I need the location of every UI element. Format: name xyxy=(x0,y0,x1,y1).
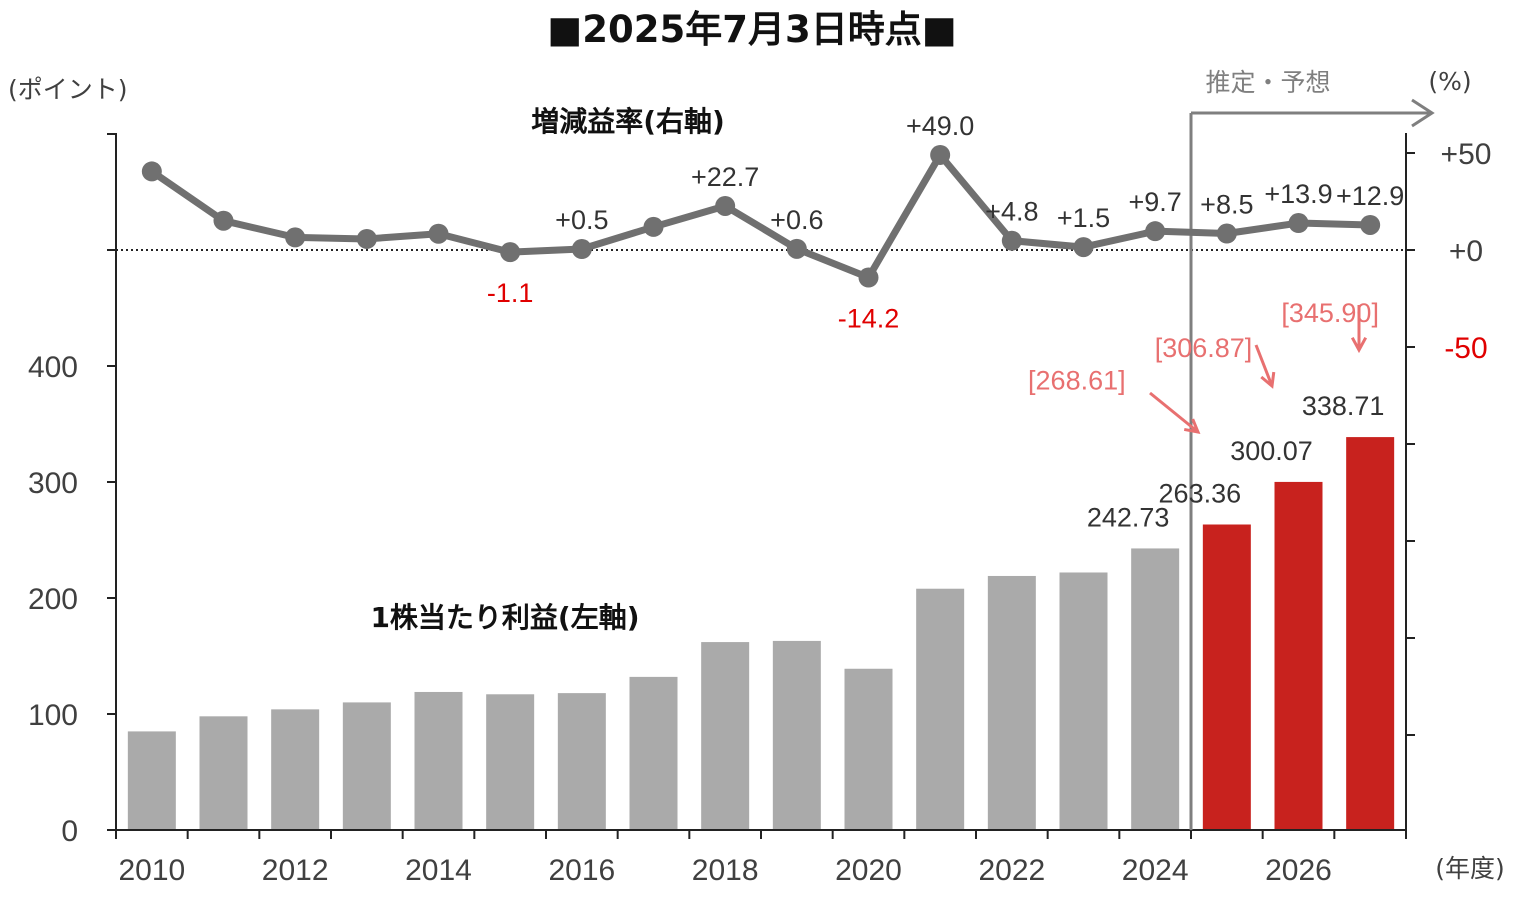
eps-bar xyxy=(557,693,606,830)
eps-bar xyxy=(629,676,678,830)
eps-bar xyxy=(414,691,463,830)
x-tick-label: 2010 xyxy=(118,854,185,887)
previous-estimate-arrowhead xyxy=(1350,336,1368,354)
x-tick-label: 2026 xyxy=(1265,854,1332,887)
growth-point xyxy=(1288,213,1309,234)
right-axis-unit: (%) xyxy=(1428,67,1471,96)
growth-value-label: +1.5 xyxy=(1057,203,1110,233)
eps-value-label: 338.71 xyxy=(1302,391,1385,421)
line-series-annotation: 増減益率(右軸) xyxy=(531,105,725,138)
left-tick-label: 0 xyxy=(61,815,78,848)
eps-bar xyxy=(987,575,1036,830)
growth-point xyxy=(1145,221,1166,242)
left-tick-label: 300 xyxy=(28,467,78,500)
eps-bar xyxy=(486,694,535,830)
growth-point xyxy=(356,228,377,249)
previous-estimate-arrowhead xyxy=(1183,418,1201,434)
eps-bars xyxy=(127,437,1395,830)
growth-point xyxy=(930,144,951,165)
x-tick-label: 2012 xyxy=(262,854,329,887)
forecast-bar xyxy=(1346,437,1395,830)
x-tick-label: 2018 xyxy=(692,854,759,887)
growth-value-label: +4.8 xyxy=(985,197,1038,227)
right-tick-label: +50 xyxy=(1441,138,1492,171)
x-tick-label: 2016 xyxy=(548,854,615,887)
forecast-bar xyxy=(1274,481,1323,830)
eps-value-label: 300.07 xyxy=(1230,436,1313,466)
growth-point xyxy=(1001,230,1022,251)
previous-estimate-label: [306.87] xyxy=(1155,333,1253,363)
growth-value-label: -14.2 xyxy=(838,304,900,334)
eps-bar xyxy=(127,731,176,830)
growth-value-label: +22.7 xyxy=(691,162,759,192)
right-tick-label: -50 xyxy=(1444,332,1487,365)
left-tick-label: 100 xyxy=(28,699,78,732)
right-tick-label: +0 xyxy=(1449,235,1483,268)
growth-line-path xyxy=(149,151,1371,282)
x-tick-label: 2022 xyxy=(978,854,1045,887)
growth-point xyxy=(213,210,234,231)
eps-bar xyxy=(1059,572,1108,830)
growth-point xyxy=(715,195,736,216)
growth-value-label: +0.5 xyxy=(555,205,608,235)
growth-point xyxy=(1073,237,1094,258)
growth-point xyxy=(500,242,521,263)
bar-series-annotation: 1株当たり利益(左軸) xyxy=(370,601,639,634)
previous-estimate-label: [345.90] xyxy=(1281,298,1379,328)
eps-bar xyxy=(1131,548,1180,830)
growth-point xyxy=(858,267,879,288)
forecast-arrow-head xyxy=(1411,98,1435,128)
eps-value-label: 242.73 xyxy=(1087,502,1170,532)
forecast-label: 推定・予想 xyxy=(1205,68,1330,97)
eps-value-label: 263.36 xyxy=(1159,479,1242,509)
previous-estimate-arrow xyxy=(1149,391,1199,434)
value-labels: -1.1 +0.5 +22.7 +0.6 -14.2 +49.0 +4.8 +1.5 +9.7 +… xyxy=(487,111,1404,532)
growth-point xyxy=(786,238,807,259)
growth-value-label: +12.9 xyxy=(1336,181,1404,211)
previous-estimate-arrow xyxy=(1254,344,1274,387)
growth-value-label: +49.0 xyxy=(906,111,974,141)
previous-estimate-arrowhead xyxy=(1260,371,1276,389)
eps-bar xyxy=(199,716,248,830)
x-tick-label: 2024 xyxy=(1122,854,1189,887)
growth-point xyxy=(1216,223,1237,244)
left-tick-label: 200 xyxy=(28,583,78,616)
left-tick-label: 400 xyxy=(28,351,78,384)
eps-bar xyxy=(342,702,391,830)
eps-bar xyxy=(844,668,893,830)
growth-point xyxy=(141,161,162,182)
growth-value-label: +0.6 xyxy=(770,205,823,235)
growth-value-label: -1.1 xyxy=(487,278,534,308)
previous-estimate-label: [268.61] xyxy=(1028,366,1126,396)
forecast-bar xyxy=(1202,524,1251,830)
growth-point xyxy=(285,227,306,248)
eps-bar xyxy=(772,640,821,830)
growth-point xyxy=(1360,214,1381,235)
eps-bar xyxy=(701,642,750,830)
growth-point xyxy=(643,216,664,237)
eps-bar xyxy=(916,588,965,830)
growth-value-label: +9.7 xyxy=(1129,187,1182,217)
x-tick-label: 2014 xyxy=(405,854,472,887)
growth-value-label: +13.9 xyxy=(1264,179,1332,209)
left-axis-unit: (ポイント) xyxy=(8,75,128,104)
x-tick-label: 2020 xyxy=(835,854,902,887)
growth-point xyxy=(571,239,592,260)
x-axis-unit: (年度) xyxy=(1435,854,1505,883)
growth-value-label: +8.5 xyxy=(1200,190,1253,220)
eps-bar xyxy=(271,709,320,830)
growth-point xyxy=(428,223,449,244)
chart-title: ■2025年7月3日時点■ xyxy=(547,8,956,51)
growth-line xyxy=(141,144,1381,288)
